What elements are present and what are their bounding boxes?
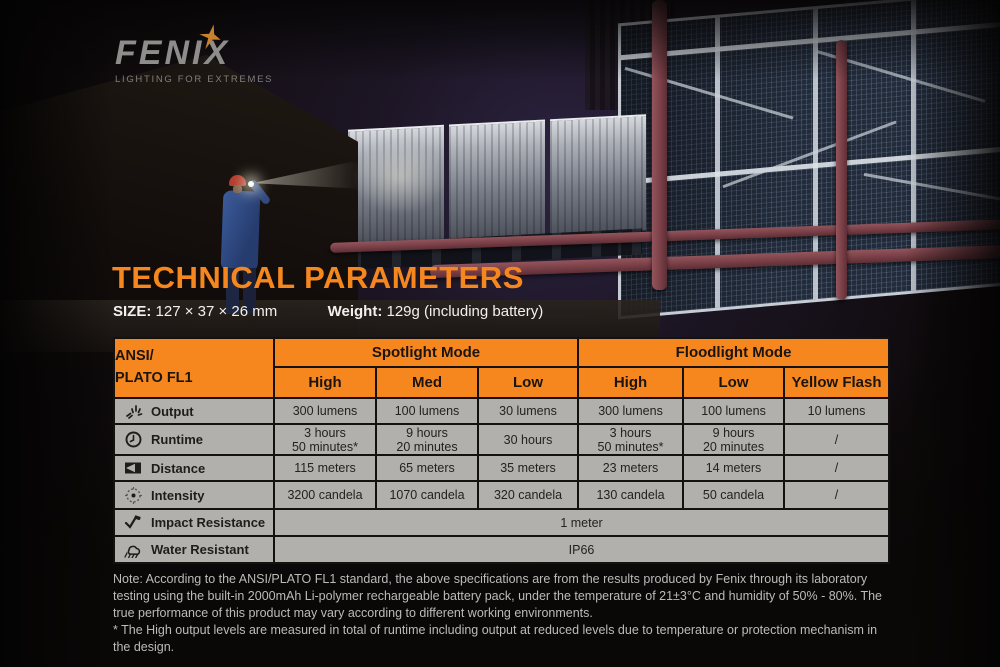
value-cell: 30 hours	[476, 423, 580, 456]
row-label: Intensity	[151, 487, 205, 503]
rain-cloud-icon	[122, 542, 144, 558]
brand-logo: FENIX LIGHTING FOR EXTREMES	[115, 24, 274, 85]
table-row-distance: Distance 115 meters 65 meters 35 meters …	[113, 454, 891, 482]
value-cell: 1070 candela	[375, 480, 479, 510]
value-cell: 130 candela	[577, 480, 685, 510]
intensity-target-icon	[122, 486, 144, 504]
table-row-water-resistant: Water Resistant IP66	[113, 535, 891, 564]
value-cell: 300 lumens	[273, 397, 377, 425]
table-row-intensity: Intensity 3200 candela 1070 candela 320 …	[113, 480, 891, 510]
col-header-low: Low	[476, 366, 580, 399]
value-cell: 115 meters	[273, 454, 377, 482]
value-cell: /	[783, 480, 891, 510]
footnote-block: Note: According to the ANSI/PLATO FL1 st…	[113, 571, 895, 656]
row-label: Water Resistant	[151, 542, 249, 557]
col-header-low: Low	[682, 366, 786, 399]
star-sparkle-icon	[197, 24, 223, 55]
value-cell: 3 hours 50 minutes*	[273, 423, 377, 456]
row-label: Output	[151, 403, 194, 419]
value-cell: 14 meters	[682, 454, 786, 482]
ansi-plato-corner-cell: ANSI/ PLATO FL1	[113, 337, 275, 399]
row-label: Runtime	[151, 432, 203, 447]
value-cell: 100 lumens	[375, 397, 479, 425]
value-cell: 30 lumens	[476, 397, 580, 425]
table-header-row: ANSI/ PLATO FL1 Spotlight Mode Floodligh…	[113, 337, 891, 399]
spotlight-mode-header: Spotlight Mode	[272, 337, 580, 368]
brand-wordmark: FENIX	[115, 34, 231, 72]
row-label: Distance	[151, 460, 206, 476]
note-footnote: * The High output levels are measured in…	[113, 623, 878, 654]
value-cell: 3200 candela	[273, 480, 377, 510]
weight-label: Weight:	[327, 303, 383, 320]
value-cell: 35 meters	[476, 454, 580, 482]
value-cell-merged: 1 meter	[272, 508, 891, 537]
beam-distance-icon	[122, 461, 144, 475]
value-cell: 9 hours 20 minutes	[682, 423, 786, 456]
page-title: TECHNICAL PARAMETERS	[112, 260, 524, 295]
value-cell: 50 candela	[682, 480, 786, 510]
size-weight-line: SIZE: 127 × 37 × 26 mm Weight: 129g (inc…	[113, 303, 543, 320]
col-header-med: Med	[375, 366, 479, 399]
value-cell: /	[783, 454, 891, 482]
clock-icon	[122, 431, 144, 448]
impact-hammer-icon	[122, 515, 144, 530]
size-label: SIZE:	[113, 303, 152, 320]
note-main: Note: According to the ANSI/PLATO FL1 st…	[113, 572, 883, 620]
table-row-output: Output 300 lumens 100 lumens 30 lumens 3…	[113, 397, 891, 425]
weight-value: 129g (including battery)	[386, 303, 544, 320]
value-cell: 9 hours 20 minutes	[375, 423, 479, 456]
value-cell: 100 lumens	[682, 397, 786, 425]
value-cell-merged: IP66	[272, 535, 891, 564]
col-header-high: High	[273, 366, 377, 399]
spec-table: ANSI/ PLATO FL1 Spotlight Mode Floodligh…	[113, 337, 891, 564]
value-cell: 65 meters	[375, 454, 479, 482]
value-cell: 300 lumens	[577, 397, 685, 425]
value-cell: 23 meters	[577, 454, 685, 482]
floodlight-mode-header: Floodlight Mode	[577, 337, 891, 368]
size-value: 127 × 37 × 26 mm	[155, 303, 278, 320]
value-cell: 10 lumens	[783, 397, 891, 425]
row-label: Impact Resistance	[151, 515, 266, 530]
brand-tagline: LIGHTING FOR EXTREMES	[115, 74, 274, 85]
value-cell: /	[783, 423, 891, 456]
value-cell: 320 candela	[476, 480, 580, 510]
value-cell: 3 hours 50 minutes*	[577, 423, 685, 456]
table-row-runtime: Runtime 3 hours 50 minutes* 9 hours 20 m…	[113, 423, 891, 456]
col-header-yellow-flash: Yellow Flash	[783, 366, 891, 399]
output-burst-icon	[122, 403, 144, 419]
col-header-high: High	[577, 366, 685, 399]
table-row-impact-resistance: Impact Resistance 1 meter	[113, 508, 891, 537]
